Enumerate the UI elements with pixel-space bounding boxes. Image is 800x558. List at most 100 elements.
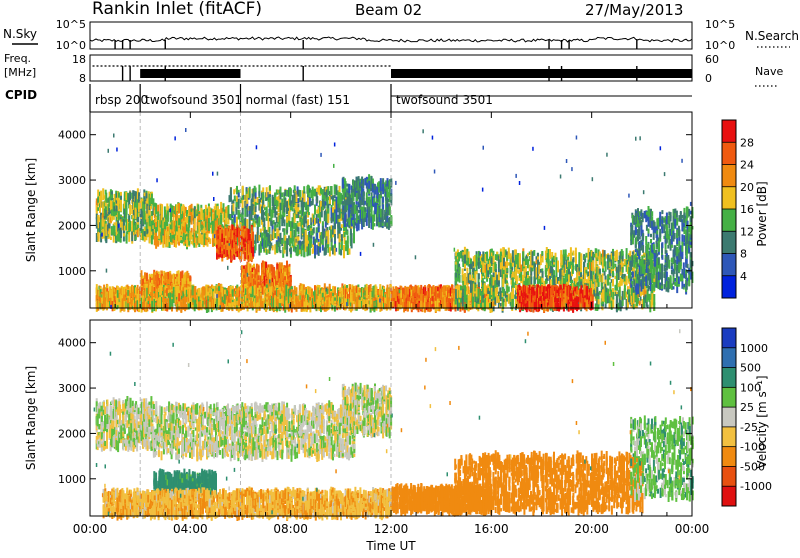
- data-cell: [255, 188, 257, 193]
- freq-right-tick-bottom: 0: [705, 72, 712, 85]
- data-cell: [281, 240, 283, 244]
- data-cell: [230, 294, 232, 297]
- data-cell: [266, 249, 268, 255]
- data-cell: [264, 207, 266, 210]
- data-cell: [284, 272, 286, 277]
- data-cell: [220, 215, 222, 225]
- data-cell: [190, 277, 192, 281]
- data-cell: [128, 232, 130, 242]
- data-cell: [298, 204, 300, 207]
- data-cell: [349, 248, 351, 254]
- data-cell: [255, 214, 257, 220]
- data-cell: [252, 243, 254, 247]
- data-cell: [266, 187, 268, 198]
- data-cell: [288, 211, 290, 221]
- data-cell: [178, 228, 180, 238]
- data-cell: [135, 292, 137, 295]
- data-cell: [346, 231, 348, 235]
- data-cell: [356, 201, 358, 204]
- data-cell: [347, 205, 349, 210]
- data-cell: [307, 206, 309, 212]
- data-cell: [380, 221, 382, 227]
- data-cell: [374, 203, 376, 212]
- data-cell: [129, 192, 131, 201]
- data-cell: [238, 199, 240, 209]
- data-cell: [252, 247, 254, 257]
- data-cell: [286, 248, 288, 257]
- data-cell: [266, 207, 268, 218]
- date-label: 27/May/2013: [585, 1, 683, 19]
- data-cell: [198, 238, 200, 243]
- noise-line: [90, 37, 692, 44]
- data-cell: [254, 223, 256, 227]
- data-cell: [111, 226, 113, 235]
- data-cell: [263, 218, 265, 228]
- data-cell: [255, 220, 257, 223]
- data-cell: [198, 214, 200, 221]
- data-cell: [274, 225, 276, 229]
- data-cell: [281, 193, 283, 198]
- nave-block: [140, 69, 240, 78]
- data-cell: [363, 191, 365, 198]
- data-cell: [334, 234, 336, 242]
- data-cell: [178, 218, 180, 225]
- data-cell: [235, 207, 237, 215]
- data-cell: [298, 227, 300, 232]
- data-cell: [318, 228, 320, 233]
- freq-panel: Freq. [MHz] 18 8 60 0 Nave: [4, 52, 783, 86]
- data-cell: [120, 200, 122, 212]
- nave-block: [391, 69, 692, 78]
- data-cell: [103, 290, 105, 301]
- freq-left-tick-bottom: 8: [79, 72, 86, 85]
- data-cell: [258, 217, 260, 222]
- data-cell: [334, 195, 336, 198]
- data-cell: [368, 222, 370, 228]
- data-cell: [273, 268, 275, 275]
- data-cell: [110, 237, 112, 240]
- data-cell: [286, 201, 288, 204]
- noise-left-tick-top: 10^5: [56, 18, 86, 31]
- data-cell: [137, 217, 139, 222]
- data-cell: [98, 234, 100, 242]
- data-cell: [111, 215, 113, 221]
- data-cell: [364, 207, 366, 212]
- data-cell: [353, 232, 355, 244]
- data-cell: [146, 273, 148, 282]
- data-cell: [178, 273, 180, 284]
- data-cell: [118, 192, 120, 197]
- noise-right-tick-top: 10^5: [705, 18, 735, 31]
- data-cell: [382, 204, 384, 209]
- data-cell: [269, 227, 271, 234]
- noise-left-tick-bottom: 10^0: [56, 39, 86, 52]
- data-cell: [322, 221, 324, 226]
- data-cell: [111, 195, 113, 199]
- data-cell: [276, 224, 278, 228]
- data-cell: [167, 231, 169, 237]
- data-cell: [382, 223, 384, 226]
- data-cell: [274, 233, 276, 238]
- data-cell: [296, 203, 298, 215]
- data-cell: [223, 203, 225, 212]
- nave-label: Nave: [755, 65, 783, 78]
- data-cell: [298, 193, 300, 197]
- data-cell: [272, 246, 274, 251]
- data-cell: [232, 290, 234, 297]
- data-cell: [116, 205, 118, 211]
- data-cell: [308, 212, 310, 215]
- data-cell: [286, 190, 288, 197]
- data-cell: [264, 230, 266, 234]
- data-cell: [249, 252, 251, 260]
- data-cell: [159, 298, 161, 307]
- data-cell: [124, 294, 126, 301]
- data-cell: [118, 230, 120, 241]
- cpid-segment-label: twofsound 3501: [396, 93, 493, 107]
- data-cell: [129, 221, 131, 232]
- data-cell: [380, 209, 382, 218]
- data-cell: [280, 250, 282, 253]
- data-cell: [368, 211, 370, 223]
- data-cell: [345, 181, 347, 192]
- data-cell: [117, 290, 119, 298]
- noise-right-tick-bottom: 10^0: [705, 39, 735, 52]
